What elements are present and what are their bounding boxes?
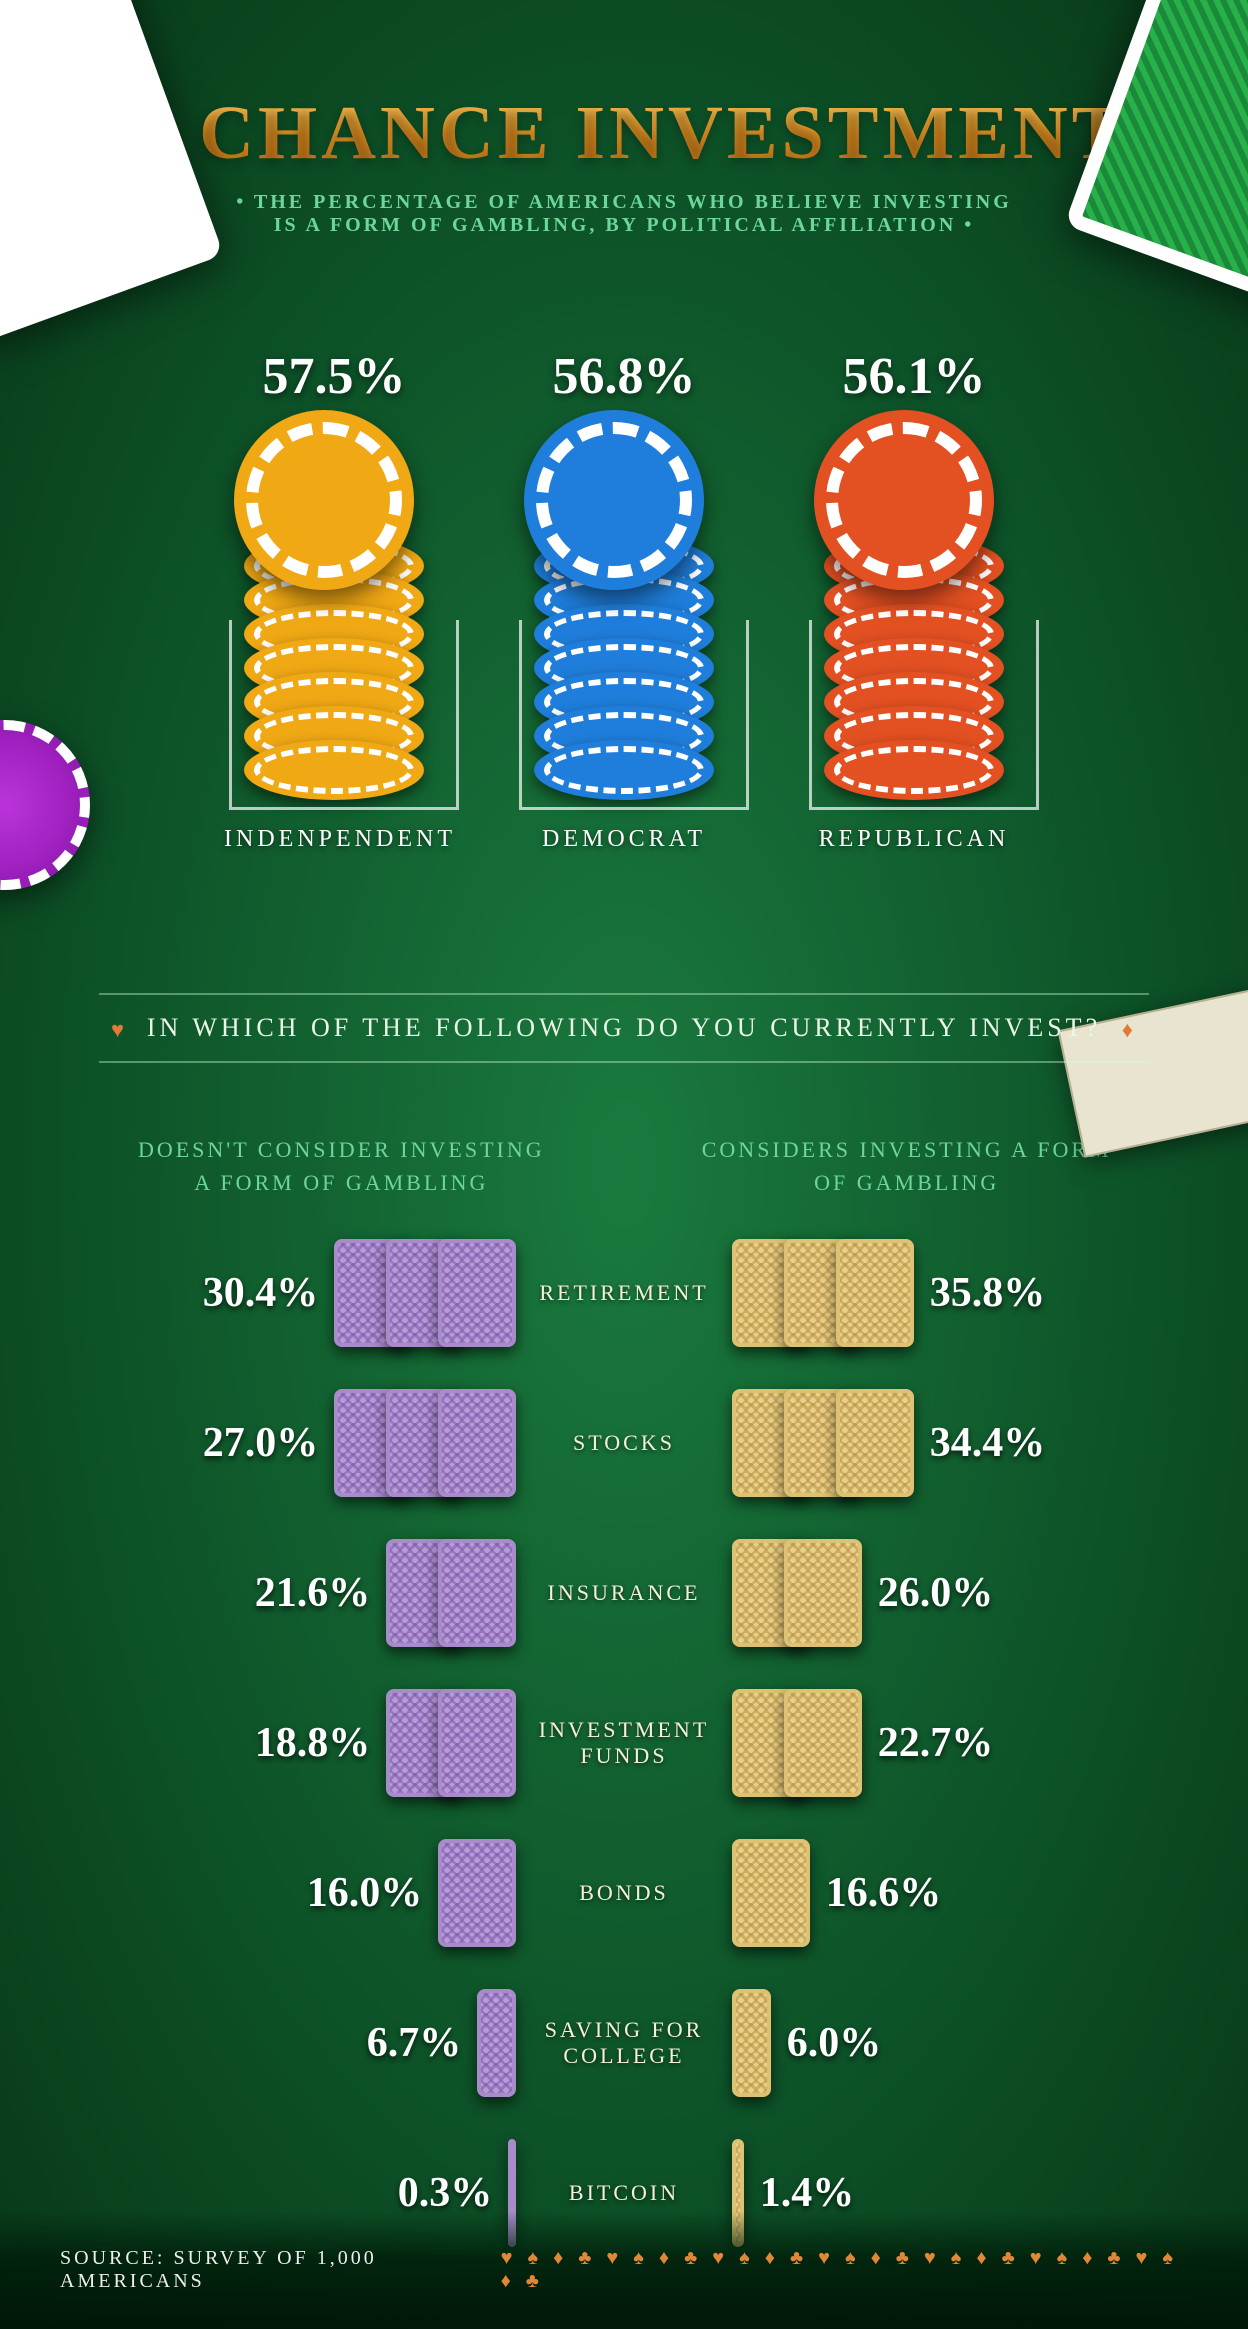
heart-icon: ♥ [111,1017,128,1043]
chip-percentage: 57.5% [224,347,444,406]
footer: SOURCE: SURVEY OF 1,000 AMERICANS ♥ ♠ ♦ … [0,2211,1248,2329]
category-label: STOCKS [526,1430,721,1456]
chip-column: 56.1% REPUBLICAN [804,347,1024,853]
chip-tray [809,620,1039,810]
right-percentage: 22.7% [878,1719,994,1767]
playing-card-icon [438,1239,516,1347]
right-percentage: 16.6% [826,1869,942,1917]
playing-card-icon [784,1689,862,1797]
right-side: 22.7% [732,1689,1148,1797]
card-group [732,1689,862,1797]
right-percentage: 26.0% [878,1569,994,1617]
poker-chip-top-icon [814,410,994,590]
right-col-header: CONSIDERS INVESTING A FORM OF GAMBLING [675,1133,1138,1199]
right-percentage: 1.4% [760,2169,855,2217]
category-row: 18.8% INVESTMENT FUNDS 22.7% [100,1689,1148,1797]
right-side: 6.0% [732,1989,1148,2097]
right-side: 34.4% [732,1389,1148,1497]
category-rows: 30.4% RETIREMENT 35.8% 27.0% STOCKS 34.4% 21.6… [100,1239,1148,2247]
category-label: BITCOIN [526,2180,721,2206]
right-percentage: 34.4% [930,1419,1046,1467]
right-side: 16.6% [732,1839,1148,1947]
poker-chip-top-icon [234,410,414,590]
subtitle-line: • THE PERCENTAGE OF AMERICANS WHO BELIEV… [60,191,1188,214]
chip-label: REPUBLICAN [804,826,1024,853]
left-percentage: 0.3% [398,2169,493,2217]
left-percentage: 6.7% [367,2019,462,2067]
playing-card-icon [836,1239,914,1347]
card-group [334,1239,516,1347]
section-title: IN WHICH OF THE FOLLOWING DO YOU CURRENT… [147,1013,1101,1042]
political-chips-row: 57.5% INDENPENDENT 56.8% DEMOCRAT 56.1% REPUB… [60,347,1188,853]
section-divider: ♥ IN WHICH OF THE FOLLOWING DO YOU CURRE… [99,993,1149,1063]
left-side: 18.8% [100,1689,516,1797]
playing-card-icon [784,1539,862,1647]
playing-card-icon [732,1839,810,1947]
left-col-header: DOESN'T CONSIDER INVESTING A FORM OF GAM… [110,1133,573,1199]
category-row: 30.4% RETIREMENT 35.8% [100,1239,1148,1347]
category-label: RETIREMENT [526,1280,721,1306]
left-percentage: 21.6% [255,1569,371,1617]
card-group [732,1389,914,1497]
chip-column: 56.8% DEMOCRAT [514,347,734,853]
category-label: SAVING FOR COLLEGE [526,2017,721,2069]
ace-card-corner: A ♠ [0,0,224,344]
page-subtitle: • THE PERCENTAGE OF AMERICANS WHO BELIEV… [60,191,1188,237]
chip-stack [524,420,724,800]
chip-stack [814,420,1014,800]
card-group [732,1239,914,1347]
subtitle-line: IS A FORM OF GAMBLING, BY POLITICAL AFFI… [60,214,1188,237]
right-side: 35.8% [732,1239,1148,1347]
category-row: 16.0% BONDS 16.6% [100,1839,1148,1947]
playing-card-icon [836,1389,914,1497]
chip-label: DEMOCRAT [514,826,734,853]
chip-tray [229,620,459,810]
category-label: INSURANCE [526,1580,721,1606]
chip-stack [234,420,434,800]
card-group [732,1539,862,1647]
card-group [477,1989,516,2097]
chip-label: INDENPENDENT [224,826,444,853]
left-side: 30.4% [100,1239,516,1347]
card-back-corner [1064,0,1248,314]
category-label: INVESTMENT FUNDS [526,1717,721,1769]
source-text: SOURCE: SURVEY OF 1,000 AMERICANS [60,2247,501,2293]
playing-card-icon [438,1539,516,1647]
chip-column: 57.5% INDENPENDENT [224,347,444,853]
left-percentage: 27.0% [203,1419,319,1467]
card-group [732,1989,771,2097]
right-percentage: 35.8% [930,1269,1046,1317]
card-group [334,1389,516,1497]
card-group [386,1689,516,1797]
right-percentage: 6.0% [787,2019,882,2067]
playing-card-icon [438,1839,516,1947]
right-side: 26.0% [732,1539,1148,1647]
category-label: BONDS [526,1880,721,1906]
left-side: 21.6% [100,1539,516,1647]
left-percentage: 16.0% [307,1869,423,1917]
playing-card-icon [477,1989,516,2097]
card-group [438,1839,516,1947]
chip-tray [519,620,749,810]
category-row: 21.6% INSURANCE 26.0% [100,1539,1148,1647]
playing-card-icon [438,1689,516,1797]
left-side: 16.0% [100,1839,516,1947]
column-headers: DOESN'T CONSIDER INVESTING A FORM OF GAM… [110,1133,1138,1199]
suits-decor: ♥ ♠ ♦ ♣ ♥ ♠ ♦ ♣ ♥ ♠ ♦ ♣ ♥ ♠ ♦ ♣ ♥ ♠ ♦ ♣ … [501,2247,1188,2293]
left-percentage: 30.4% [203,1269,319,1317]
page-title: A CHANCE INVESTMENT [60,90,1188,177]
category-row: 27.0% STOCKS 34.4% [100,1389,1148,1497]
category-row: 6.7% SAVING FOR COLLEGE 6.0% [100,1989,1148,2097]
left-side: 27.0% [100,1389,516,1497]
card-group [386,1539,516,1647]
diamond-icon: ♦ [1122,1017,1137,1043]
poker-chip-top-icon [524,410,704,590]
chip-percentage: 56.1% [804,347,1024,406]
playing-card-icon [438,1389,516,1497]
playing-card-icon [732,1989,771,2097]
card-group [732,1839,810,1947]
chip-percentage: 56.8% [514,347,734,406]
left-percentage: 18.8% [255,1719,371,1767]
left-side: 6.7% [100,1989,516,2097]
